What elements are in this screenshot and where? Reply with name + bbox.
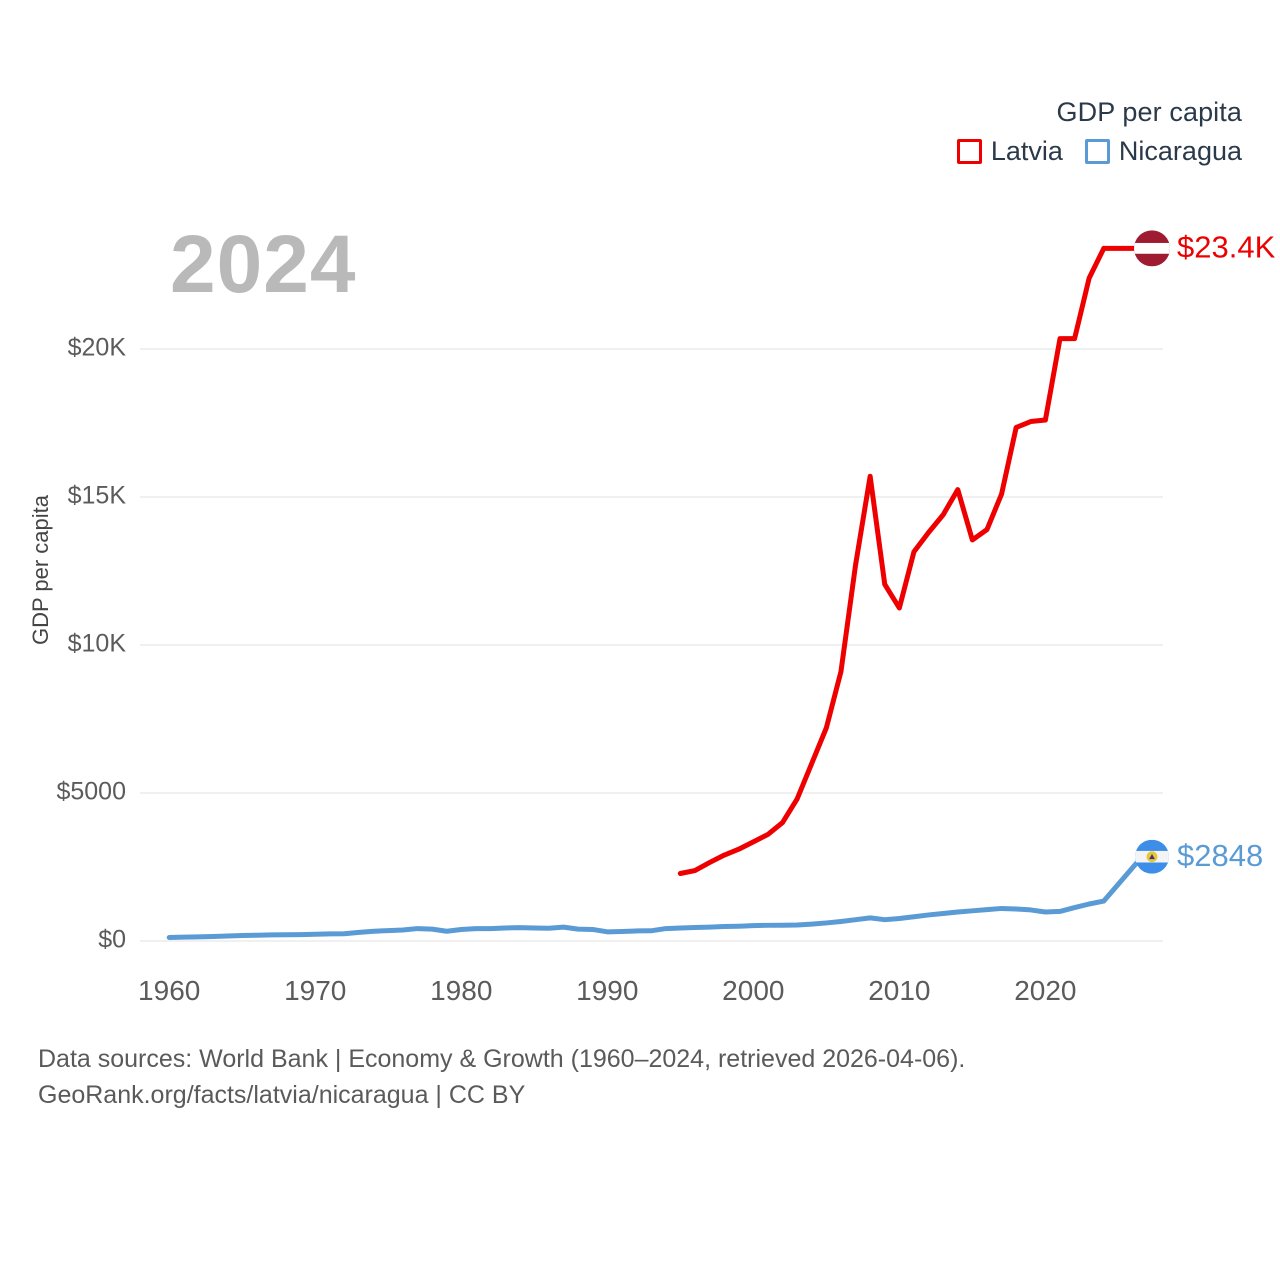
svg-text:GDP per capita: GDP per capita — [28, 494, 53, 645]
legend-swatch-nicaragua — [1084, 138, 1110, 164]
year-watermark: 2024 — [170, 219, 357, 310]
series-connector-nicaragua — [1101, 854, 1145, 904]
series-line-nicaragua — [166, 898, 1107, 940]
y-tick-label: $10K — [68, 630, 127, 658]
gridlines — [140, 348, 1163, 942]
x-tick-label: 1960 — [138, 975, 200, 1006]
chart-legend: GDP per capita Latvia Nicaragua — [956, 96, 1242, 166]
latvia-endpoint-label: $23.4K — [1177, 230, 1276, 265]
legend-item-latvia[interactable]: Latvia — [956, 135, 1063, 166]
x-tick-label: 1970 — [284, 975, 346, 1006]
y-tick-label: $15K — [68, 482, 127, 510]
legend-items: Latvia Nicaragua — [956, 135, 1242, 166]
y-tick-label: $20K — [68, 334, 127, 362]
legend-swatch-latvia — [956, 138, 982, 164]
legend-item-nicaragua[interactable]: Nicaragua — [1084, 135, 1242, 166]
x-tick-label: 2010 — [868, 975, 930, 1006]
series-line-latvia — [677, 245, 1107, 877]
y-tick-label: $5000 — [56, 778, 126, 806]
x-tick-label: 1990 — [576, 975, 638, 1006]
x-axis-tick-labels: 1960 1970 1980 1990 2000 2010 2020 — [138, 975, 1076, 1006]
footer-line-1: Data sources: World Bank | Economy & Gro… — [38, 1045, 966, 1073]
y-tick-label: $0 — [98, 926, 126, 954]
y-axis-title: GDP per capita — [28, 494, 53, 645]
legend-title: GDP per capita — [1056, 97, 1242, 127]
x-tick-label: 2000 — [722, 975, 784, 1006]
nicaragua-endpoint-label: $2848 — [1177, 838, 1263, 873]
latvia-flag-icon — [1134, 230, 1170, 267]
series-endpoints: $23.4K $2848 — [1134, 230, 1276, 874]
x-tick-label: 2020 — [1014, 975, 1076, 1006]
legend-label-latvia: Latvia — [990, 135, 1063, 166]
x-tick-label: 1980 — [430, 975, 492, 1006]
legend-label-nicaragua: Nicaragua — [1118, 135, 1242, 166]
data-series — [166, 245, 1145, 940]
footer-credits: Data sources: World Bank | Economy & Gro… — [38, 1042, 965, 1113]
y-axis-tick-labels: $0 $5000 $10K $15K $20K — [56, 334, 126, 954]
footer-line-2[interactable]: GeoRank.org/facts/latvia/nicaragua | CC … — [38, 1080, 526, 1109]
nicaragua-flag-icon — [1135, 839, 1169, 874]
